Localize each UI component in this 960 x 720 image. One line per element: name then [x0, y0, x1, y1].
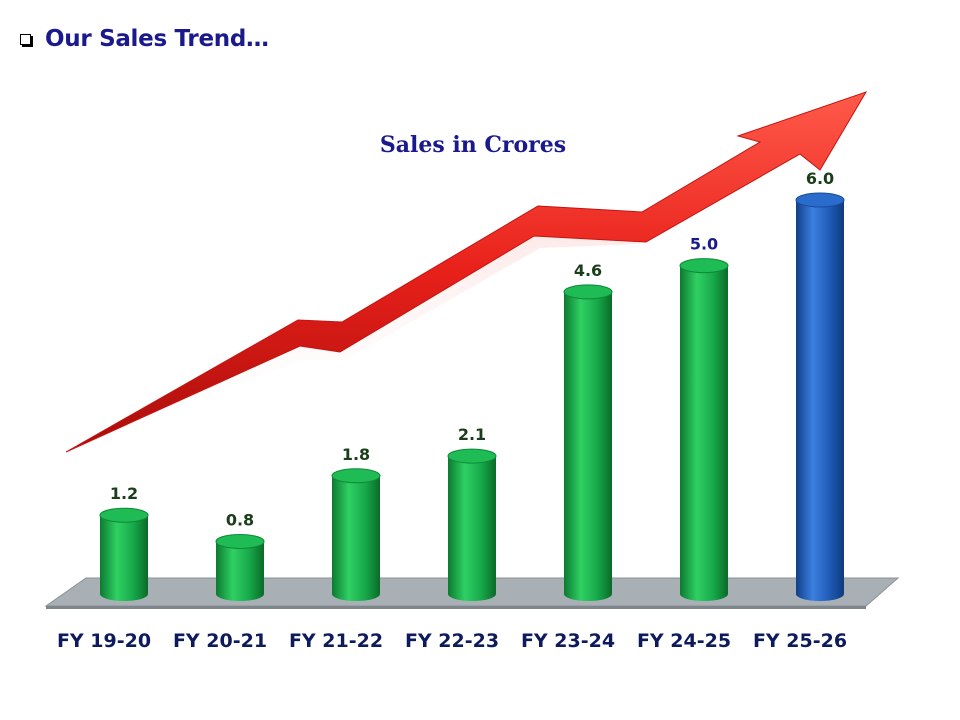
x-axis-ticks: FY 19-20 FY 20-21 FY 21-22 FY 22-23 FY 23-24… [57, 630, 847, 652]
bar-body [448, 456, 496, 601]
data-label: 1.8 [342, 445, 370, 464]
bar-cap [563, 284, 613, 300]
slide-heading: Our Sales Trend… [20, 26, 269, 52]
data-label: 0.8 [226, 510, 254, 529]
bar-fy-19-20 [99, 507, 149, 601]
x-tick-label: FY 20-21 [173, 630, 267, 652]
x-tick-label: FY 25-26 [753, 630, 847, 652]
data-label: 2.1 [458, 425, 486, 444]
bar-fy-22-23 [447, 448, 497, 601]
x-tick-label: FY 21-22 [289, 630, 383, 652]
bar-cap [215, 533, 265, 549]
data-label: 5.0 [690, 235, 718, 254]
bar-cap [679, 258, 729, 274]
bar-cap [331, 468, 381, 484]
data-label: 1.2 [110, 484, 138, 503]
bar-fy-24-25 [679, 258, 729, 601]
chart-title: Sales in Crores [380, 132, 566, 158]
bar-cap [447, 448, 497, 464]
x-tick-label: FY 23-24 [521, 630, 615, 652]
bar-fy-25-26 [795, 192, 845, 601]
data-label: 6.0 [806, 169, 834, 188]
bar-body [216, 541, 264, 601]
bar-cap [795, 192, 845, 208]
bar-fy-21-22 [331, 468, 381, 601]
bar-body [100, 515, 148, 601]
bar-series [99, 192, 845, 601]
bar-body [680, 265, 728, 601]
bar-fy-20-21 [215, 533, 265, 601]
checkbox-bullet-icon [20, 33, 31, 45]
bar-fy-23-24 [563, 284, 613, 601]
x-tick-label: FY 24-25 [637, 630, 731, 652]
bar-body [796, 200, 844, 601]
bar-body [332, 475, 380, 601]
data-labels: 1.2 0.8 1.8 2.1 4.6 5.0 6.0 [110, 169, 834, 529]
chart-floor-edge [46, 606, 866, 609]
x-tick-label: FY 19-20 [57, 630, 151, 652]
bar-body [564, 291, 612, 601]
data-label: 4.6 [574, 261, 602, 280]
trend-arrow-icon [65, 91, 868, 453]
x-tick-label: FY 22-23 [405, 630, 499, 652]
slide-title: Our Sales Trend… [45, 26, 269, 52]
bar-cap [99, 507, 149, 523]
